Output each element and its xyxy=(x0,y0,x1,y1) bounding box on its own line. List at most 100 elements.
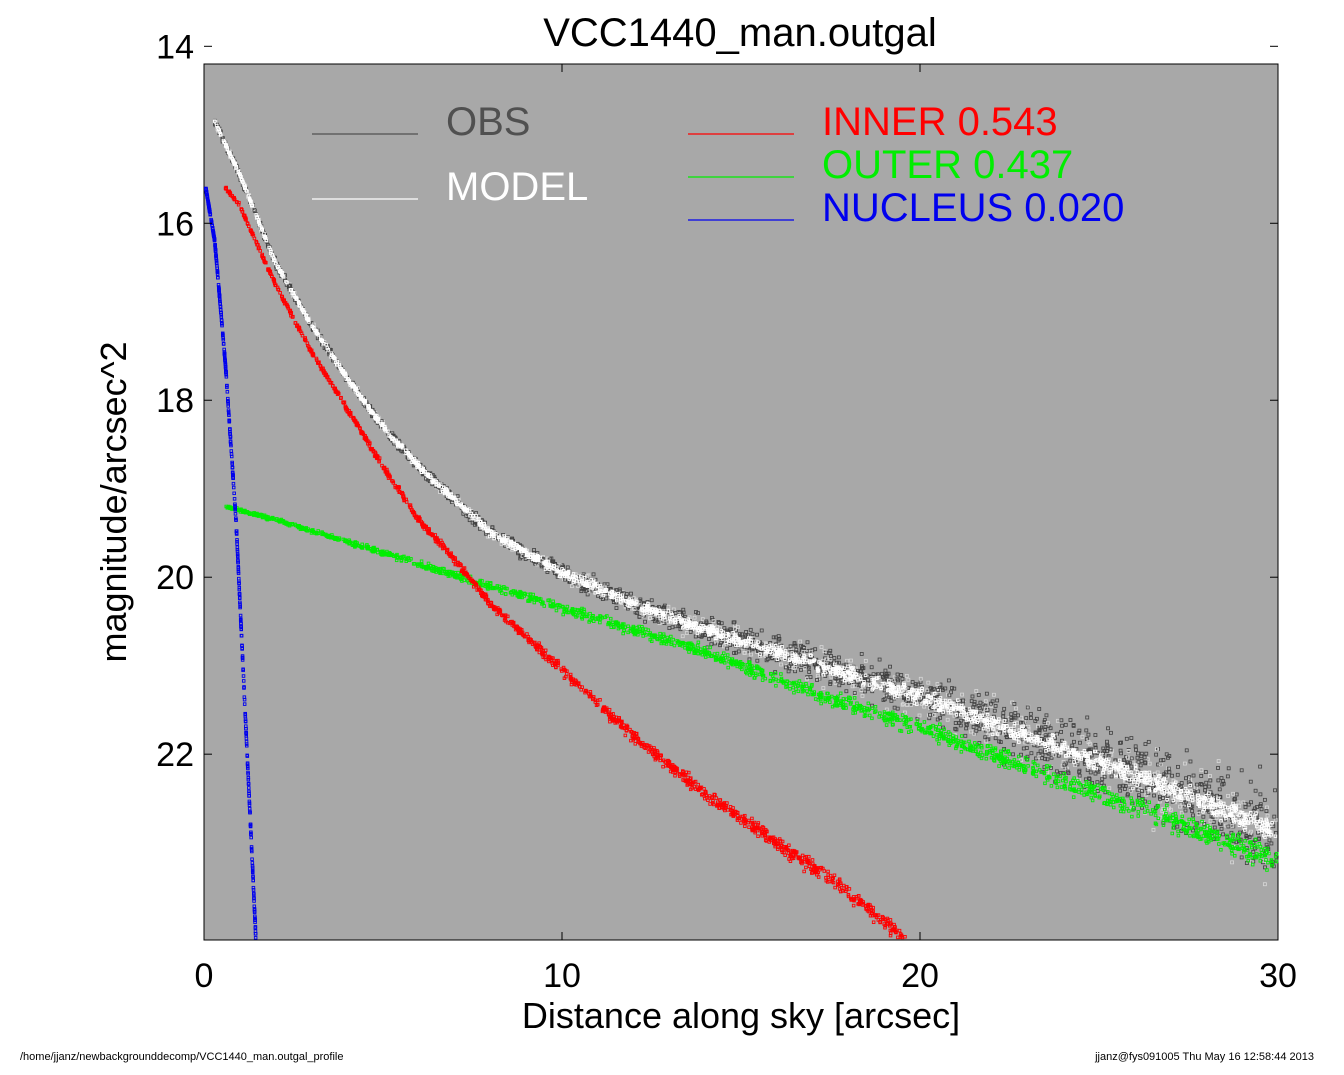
model-point xyxy=(1017,728,1022,732)
obs-point xyxy=(1264,842,1269,847)
model-point xyxy=(1160,790,1164,795)
model-point xyxy=(219,133,223,137)
obs-point xyxy=(884,693,889,698)
obs-point xyxy=(1024,746,1029,750)
obs-point xyxy=(895,676,900,681)
obs-point xyxy=(1099,781,1104,785)
obs-point xyxy=(801,650,806,655)
model-point xyxy=(955,698,960,702)
obs-point xyxy=(604,596,609,601)
obs-point xyxy=(1208,778,1213,783)
obs-point xyxy=(1109,774,1114,779)
obs-point xyxy=(910,680,915,685)
obs-point xyxy=(1263,865,1267,870)
obs-point xyxy=(635,605,640,609)
obs-point xyxy=(962,701,966,705)
obs-point xyxy=(1134,747,1138,752)
obs-point xyxy=(624,594,628,599)
obs-point xyxy=(1072,739,1076,744)
obs-point xyxy=(1133,744,1138,749)
obs-point xyxy=(1077,770,1082,774)
obs-point xyxy=(1143,742,1148,747)
obs-point xyxy=(1184,800,1189,805)
obs-point xyxy=(901,701,906,706)
model-point xyxy=(502,534,507,538)
obs-point xyxy=(974,689,979,693)
model-point xyxy=(986,728,991,732)
obs-point xyxy=(1012,702,1017,706)
model-point xyxy=(941,710,945,714)
obs-point xyxy=(1216,759,1221,763)
obs-point xyxy=(740,632,744,637)
obs-point xyxy=(786,669,791,674)
obs-point xyxy=(793,643,798,648)
obs-point xyxy=(717,621,721,625)
obs-point xyxy=(1001,714,1006,719)
obs-point xyxy=(1037,731,1042,736)
obs-point xyxy=(1184,748,1189,753)
obs-point xyxy=(1267,838,1272,843)
obs-point xyxy=(972,731,976,736)
obs-point xyxy=(1136,751,1140,756)
obs-point xyxy=(733,650,738,655)
obs-point xyxy=(1004,734,1009,739)
obs-point xyxy=(654,617,659,622)
obs-point xyxy=(1258,802,1263,807)
obs-point xyxy=(913,682,918,687)
obs-point xyxy=(915,716,920,721)
obs-point xyxy=(852,683,857,688)
chart-title: VCC1440_man.outgal xyxy=(543,11,937,55)
obs-point xyxy=(1056,753,1061,758)
obs-point xyxy=(845,658,849,663)
obs-point xyxy=(1095,768,1099,773)
obs-point xyxy=(1219,826,1224,831)
model-point xyxy=(954,713,959,717)
obs-point xyxy=(1178,804,1182,809)
obs-point xyxy=(1182,761,1187,766)
model-point xyxy=(1221,801,1226,806)
obs-point xyxy=(978,711,982,716)
obs-point xyxy=(1071,723,1076,727)
model-point xyxy=(838,674,842,678)
obs-point xyxy=(1259,807,1264,812)
obs-point xyxy=(877,657,882,662)
obs-point xyxy=(1096,763,1101,767)
obs-point xyxy=(1265,813,1270,818)
obs-point xyxy=(853,691,858,696)
obs-point xyxy=(859,652,864,656)
obs-point xyxy=(1221,832,1225,837)
obs-point xyxy=(974,728,979,733)
obs-point xyxy=(716,620,721,624)
obs-point xyxy=(1052,753,1057,758)
model-point xyxy=(1108,762,1113,767)
obs-point xyxy=(1037,727,1042,732)
obs-point xyxy=(758,640,762,645)
obs-point xyxy=(1054,769,1059,774)
obs-point xyxy=(1220,782,1225,787)
obs-point xyxy=(1191,828,1195,833)
obs-point xyxy=(1011,742,1016,747)
obs-point xyxy=(1023,740,1028,745)
obs-point xyxy=(718,643,723,648)
obs-point xyxy=(1028,711,1033,716)
obs-point xyxy=(1151,827,1156,832)
obs-point xyxy=(1154,752,1159,757)
obs-point xyxy=(473,522,477,527)
obs-point xyxy=(1231,824,1236,829)
model-point xyxy=(1002,719,1007,723)
obs-point xyxy=(750,632,755,637)
obs-point xyxy=(1248,779,1253,784)
obs-point xyxy=(532,548,536,552)
model-point xyxy=(769,643,774,647)
obs-point xyxy=(968,729,973,734)
obs-point xyxy=(707,637,711,641)
obs-point xyxy=(866,686,871,691)
obs-point xyxy=(957,698,962,703)
obs-point xyxy=(759,628,764,633)
obs-point xyxy=(1045,721,1050,725)
obs-point xyxy=(1121,783,1126,788)
obs-point xyxy=(1109,730,1113,735)
obs-point xyxy=(1208,818,1213,823)
obs-point xyxy=(1070,732,1074,737)
obs-point xyxy=(1013,711,1018,715)
